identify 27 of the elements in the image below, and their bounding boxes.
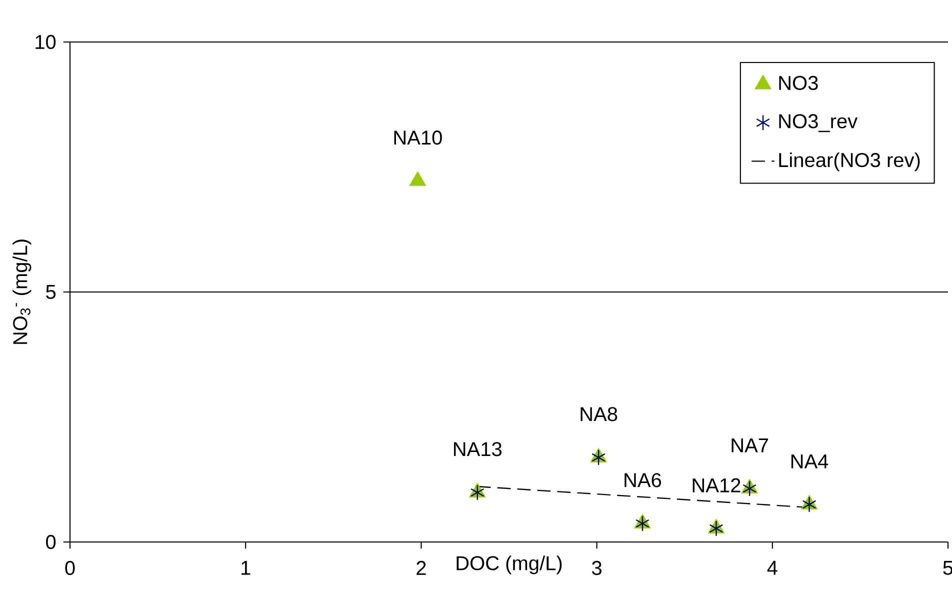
- annotation: NA12: [692, 478, 740, 492]
- x-tick-label: 2: [416, 560, 426, 575]
- y-tick-label: 5: [46, 285, 56, 299]
- legend-label: NO3_rev: [779, 114, 858, 132]
- annotation: NA6: [624, 473, 662, 488]
- point: [709, 520, 724, 536]
- x-tick-label: 4: [767, 560, 778, 575]
- y-tick-label: 10: [36, 34, 56, 50]
- annotation: NA4: [791, 454, 828, 468]
- point: [592, 450, 606, 466]
- x-tick-label: 1: [242, 560, 250, 575]
- y-axis-title: NO$_{3}$$^{-}$ (mg/L): [12, 240, 32, 344]
- y-tick-label: 0: [46, 534, 56, 550]
- annotation: NA10: [394, 130, 442, 145]
- legend-label: Linear(NO3 rev): [779, 152, 920, 172]
- point: [802, 496, 816, 512]
- annotation: NA13: [454, 442, 502, 456]
- point: [742, 480, 757, 496]
- x-axis-title: DOC (mg/L): [456, 556, 562, 574]
- annotation: NA8: [580, 407, 618, 422]
- x-tick-label: 3: [592, 560, 602, 576]
- point: [410, 172, 426, 186]
- legend-label: NO3: [779, 76, 818, 90]
- x-tick-label: 0: [65, 560, 75, 576]
- annotation: NA7: [732, 438, 768, 452]
- point: [636, 516, 650, 532]
- point: [470, 484, 484, 500]
